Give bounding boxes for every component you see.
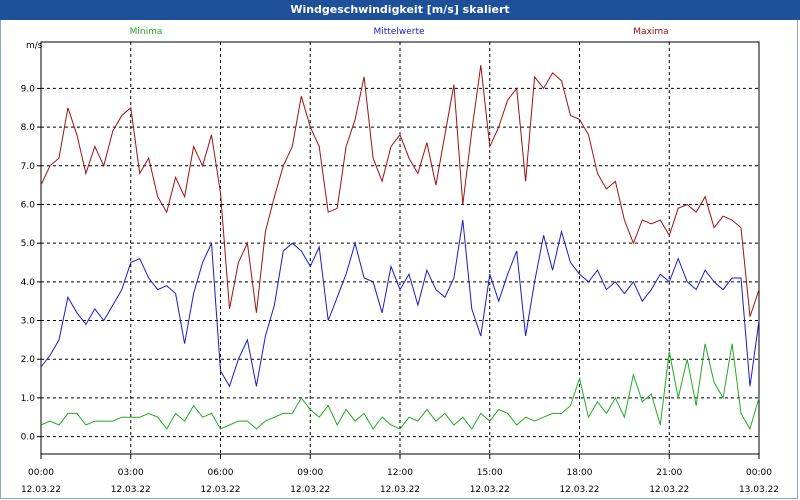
chart-frame: Minima Mittelwerte Maxima m/s 0.0 1.0 2.0 3.0… <box>0 20 798 499</box>
grid <box>41 42 759 454</box>
x-tick-date: 12.03.22 <box>200 485 240 495</box>
y-tick-label: 1.0 <box>21 394 36 404</box>
window-title: Windgeschwindigkeit [m/s] skaliert <box>0 0 800 20</box>
x-tick-time: 00:00 <box>746 468 772 478</box>
x-tick-date: 12.03.22 <box>470 485 510 495</box>
x-tick-time: 06:00 <box>208 468 234 478</box>
x-tick-time: 15:00 <box>477 468 503 478</box>
y-tick-label: 9.0 <box>21 84 36 94</box>
wind-speed-chart: Minima Mittelwerte Maxima m/s 0.0 1.0 2.0 3.0… <box>21 27 779 495</box>
x-tick-time: 18:00 <box>567 468 593 478</box>
y-tick-label: 3.0 <box>21 317 36 327</box>
legend: Minima Mittelwerte Maxima <box>130 27 669 37</box>
series-line-maxima <box>40 65 760 317</box>
x-tick-date: 12.03.22 <box>559 485 599 495</box>
y-axis-ticks: 0.0 1.0 2.0 3.0 4.0 5.0 6.0 7.0 8.0 9.0 <box>21 84 41 443</box>
y-tick-label: 7.0 <box>21 162 36 172</box>
y-tick-label: 5.0 <box>21 239 36 249</box>
y-tick-label: 2.0 <box>21 355 36 365</box>
x-tick-time: 00:00 <box>28 468 54 478</box>
y-tick-label: 6.0 <box>21 200 36 210</box>
y-tick-label: 0.0 <box>21 433 36 443</box>
x-tick-date: 12.03.22 <box>649 485 689 495</box>
series-line-minima <box>40 343 760 431</box>
x-tick-date: 12.03.22 <box>380 485 420 495</box>
x-tick-time: 03:00 <box>118 468 144 478</box>
y-tick-label: 4.0 <box>21 278 36 288</box>
legend-mittelwerte: Mittelwerte <box>373 27 424 37</box>
y-axis-label: m/s <box>26 41 43 51</box>
x-tick-time: 12:00 <box>387 468 413 478</box>
x-tick-date: 12.03.22 <box>111 485 151 495</box>
x-tick-time: 09:00 <box>297 468 323 478</box>
x-axis-ticks: 00:00 12.03.22 03:00 12.03.22 06:00 12.03.22 0… <box>21 454 779 495</box>
x-tick-date: 13.03.22 <box>739 485 779 495</box>
x-tick-time: 21:00 <box>656 468 682 478</box>
y-tick-label: 8.0 <box>21 123 36 133</box>
x-tick-date: 12.03.22 <box>290 485 330 495</box>
legend-minima: Minima <box>130 27 163 37</box>
legend-maxima: Maxima <box>633 27 668 37</box>
series-line-mittelwerte <box>40 219 760 388</box>
series-group <box>40 65 760 431</box>
x-tick-date: 12.03.22 <box>21 485 61 495</box>
